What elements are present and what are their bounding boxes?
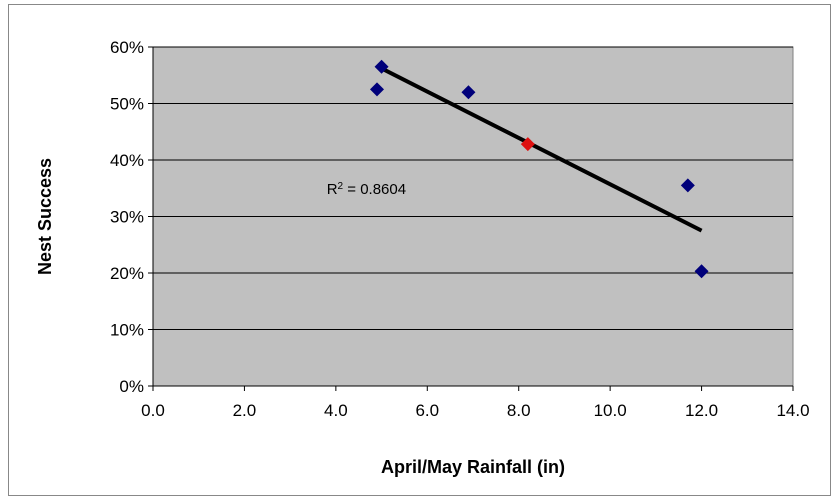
- tick-labels: 0% 10% 20% 30% 40% 50% 60% 0.0 2.0 4.0 6.0 8.0 10.0 1…: [110, 38, 810, 420]
- x-tick-label: 0.0: [141, 401, 165, 420]
- y-tick-label: 40%: [110, 151, 144, 170]
- grid-lines: [153, 46, 793, 330]
- trendline-layer: [380, 66, 703, 233]
- data-point: [461, 85, 476, 100]
- y-tick-label: 30%: [110, 208, 144, 227]
- highlighted-data-point: [520, 137, 535, 152]
- data-point: [374, 59, 389, 74]
- x-tick-label: 12.0: [685, 401, 718, 420]
- axes: [148, 46, 794, 391]
- data-point: [370, 82, 384, 97]
- data-point: [680, 178, 695, 193]
- x-tick-label: 4.0: [324, 401, 348, 420]
- r-squared-annotation: R2 = 0.8604: [327, 180, 406, 198]
- x-axis-title: April/May Rainfall (in): [381, 457, 565, 477]
- data-point: [694, 264, 709, 279]
- x-tick-label: 6.0: [415, 401, 439, 420]
- x-tick-label: 2.0: [233, 401, 257, 420]
- r-squared-base: R: [327, 181, 338, 198]
- y-axis-title: Nest Success: [35, 158, 55, 275]
- y-tick-label: 60%: [110, 38, 144, 57]
- x-tick-label: 14.0: [776, 401, 809, 420]
- r-squared-value: = 0.8604: [343, 181, 406, 198]
- y-tick-label: 0%: [119, 377, 144, 396]
- x-tick-label: 8.0: [507, 401, 531, 420]
- y-tick-label: 50%: [110, 95, 144, 114]
- y-tick-label: 20%: [110, 264, 144, 283]
- data-points: [370, 59, 709, 279]
- y-tick-label: 10%: [110, 321, 144, 340]
- r-squared-superscript: 2: [338, 180, 344, 191]
- trendline: [380, 66, 703, 233]
- x-tick-label: 10.0: [594, 401, 627, 420]
